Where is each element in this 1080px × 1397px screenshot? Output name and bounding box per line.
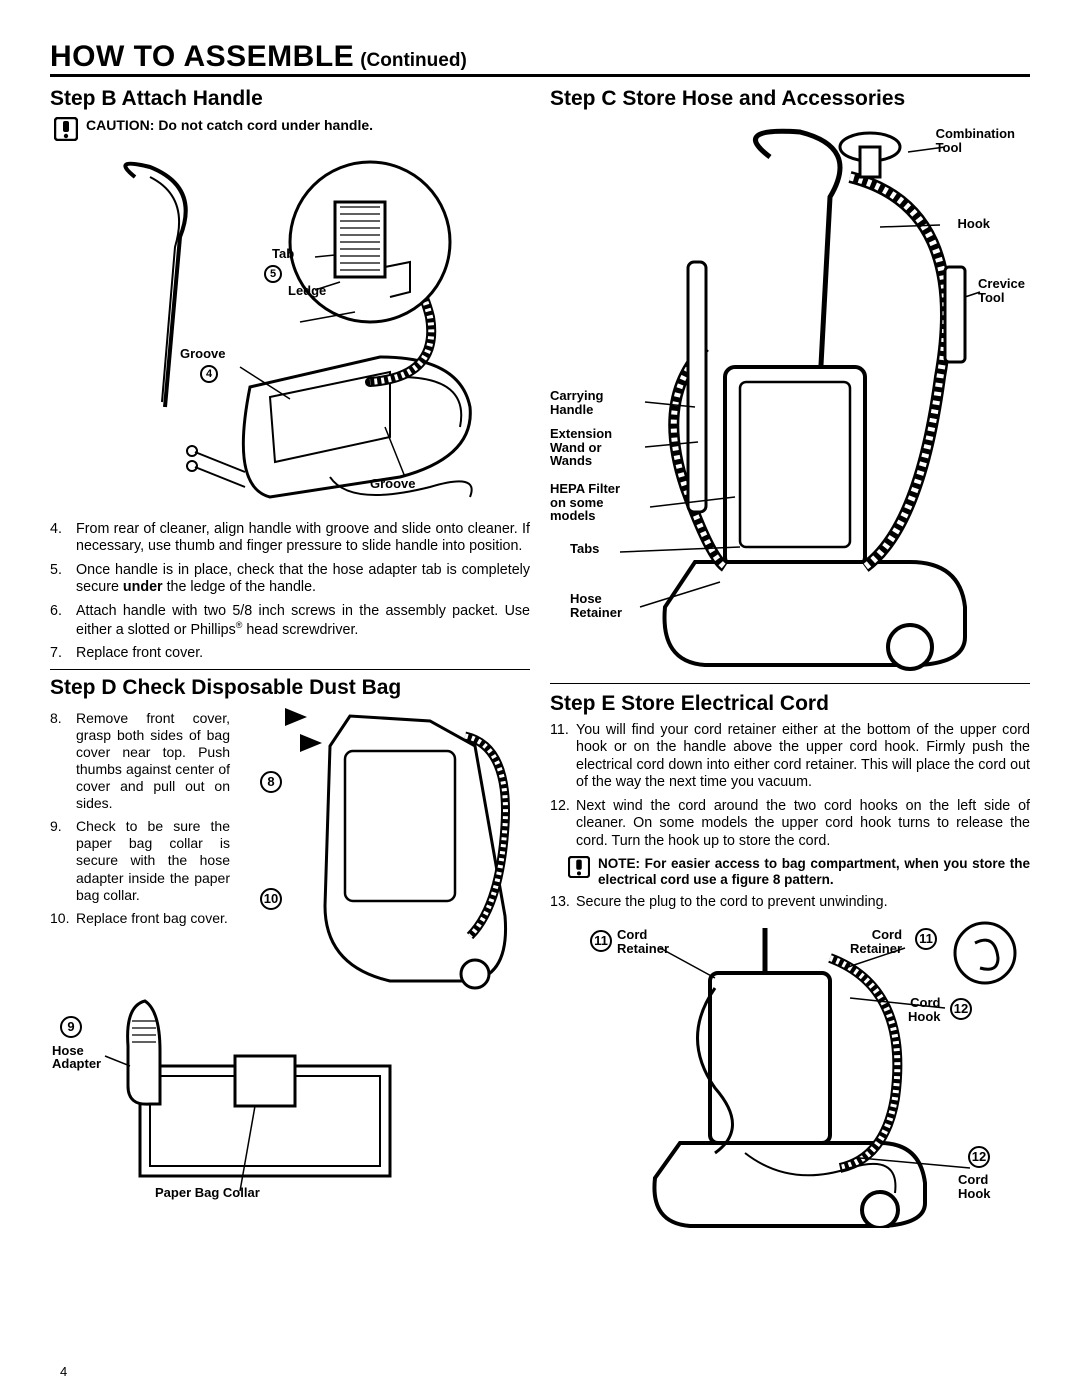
label-extension: Extension Wand or Wands [550, 427, 612, 468]
step-d-content: 8.Remove front cover, grasp both sides o… [50, 706, 530, 996]
divider [550, 683, 1030, 684]
callout-4: 4 [200, 365, 218, 383]
label-carrying-handle: Carrying Handle [550, 389, 603, 416]
step-d-svg [240, 706, 520, 996]
step-d-10: Replace front bag cover. [76, 910, 230, 927]
step-c-heading: Step C Store Hose and Accessories [550, 87, 1030, 111]
page-title: HOW TO ASSEMBLE [50, 40, 354, 74]
caution-icon [54, 117, 78, 141]
callout-11b: 11 [915, 928, 937, 950]
right-column: Step C Store Hose and Accessories [550, 85, 1030, 1228]
step-d-lower-svg [50, 996, 520, 1206]
step-b-6: Attach handle with two 5/8 inch screws i… [76, 603, 530, 640]
step-b-heading: Step B Attach Handle [50, 87, 530, 111]
step-c-diagram: Combination Tool Hook Crevice Tool Carry… [550, 117, 1030, 677]
step-e-12: Next wind the cord around the two cord h… [576, 798, 1030, 850]
step-b-5: Once handle is in place, check that the … [76, 562, 530, 597]
step-d-list: 8.Remove front cover, grasp both sides o… [50, 710, 230, 927]
label-cord-hook-l: Cord Hook [958, 1173, 991, 1200]
step-e-11: You will find your cord retainer either … [576, 722, 1030, 792]
step-b-diagram: Tab Ledge Groove Groove 4 5 [50, 147, 530, 517]
arrow-icon [285, 708, 307, 726]
label-hepa: HEPA Filter on some models [550, 482, 620, 523]
step-e-diagram: 11 Cord Retainer Cord Retainer 11 Cord H… [550, 918, 1030, 1228]
callout-9: 9 [60, 1016, 82, 1038]
label-tab: Tab [272, 247, 294, 261]
callout-10: 10 [260, 888, 282, 910]
step-d-heading: Step D Check Disposable Dust Bag [50, 676, 530, 700]
callout-8: 8 [260, 771, 282, 793]
step-b-list: 4.From rear of cleaner, align handle wit… [50, 521, 530, 663]
label-groove2: Groove [370, 477, 416, 491]
label-paper-bag-collar: Paper Bag Collar [155, 1186, 260, 1200]
two-column-layout: Step B Attach Handle CAUTION: Do not cat… [50, 85, 1030, 1228]
label-hose-retainer: Hose Retainer [570, 592, 622, 619]
step-d-diagram: 8 10 [240, 706, 530, 996]
label-combination-tool: Combination Tool [936, 127, 1015, 154]
divider [50, 669, 530, 670]
callout-12b: 12 [968, 1146, 990, 1168]
label-tabs: Tabs [570, 542, 599, 556]
note-icon [568, 856, 590, 878]
callout-5: 5 [264, 265, 282, 283]
step-d-lower-diagram: 9 Hose Adapter Paper Bag Collar [50, 996, 530, 1206]
page-title-continued: (Continued) [360, 50, 467, 72]
callout-11a: 11 [590, 930, 612, 952]
step-b-4: From rear of cleaner, align handle with … [76, 521, 530, 556]
arrow-icon [300, 734, 322, 752]
label-cord-hook-u: Cord Hook [908, 996, 941, 1023]
step-c-svg [550, 117, 1040, 677]
label-groove1: Groove [180, 347, 226, 361]
page-title-row: HOW TO ASSEMBLE (Continued) [50, 40, 1030, 77]
left-column: Step B Attach Handle CAUTION: Do not cat… [50, 85, 530, 1228]
callout-12a: 12 [950, 998, 972, 1020]
caution-text: CAUTION: Do not catch cord under handle. [86, 117, 373, 134]
label-cord-retainer-l: Cord Retainer [617, 928, 669, 955]
label-hook: Hook [958, 217, 991, 231]
step-e-list: 11.You will find your cord retainer eith… [550, 722, 1030, 850]
step-e-13: Secure the plug to the cord to prevent u… [576, 894, 1030, 911]
step-b-svg [50, 147, 520, 517]
label-hose-adapter: Hose Adapter [52, 1044, 101, 1071]
step-e-heading: Step E Store Electrical Cord [550, 692, 1030, 716]
step-d-8: Remove front cover, grasp both sides of … [76, 710, 230, 812]
label-ledge: Ledge [288, 284, 326, 298]
step-e-list2: 13.Secure the plug to the cord to preven… [550, 894, 1030, 911]
step-b-7: Replace front cover. [76, 645, 530, 662]
caution-row: CAUTION: Do not catch cord under handle. [54, 117, 530, 141]
label-crevice-tool: Crevice Tool [978, 277, 1025, 304]
label-cord-retainer-r: Cord Retainer [850, 928, 902, 955]
page-number: 4 [60, 1364, 67, 1379]
note-text: NOTE: For easier access to bag compartme… [598, 856, 1030, 888]
note-row: NOTE: For easier access to bag compartme… [568, 856, 1030, 888]
step-d-9: Check to be sure the paper bag collar is… [76, 818, 230, 903]
